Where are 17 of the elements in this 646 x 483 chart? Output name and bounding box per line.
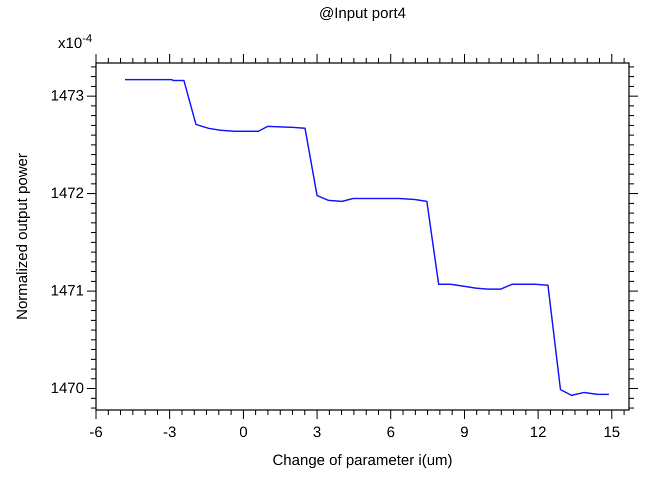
y-tick-label: 1473 [50,88,84,105]
y-tick-label: 1470 [50,380,84,398]
text: x10$^{-4}$ [58,33,92,52]
x-tick-label: 6 [386,424,395,441]
y-axis-title: Normalized output power [14,153,31,320]
x-tick-label: -6 [89,424,103,441]
x-tick-label: 15 [603,424,620,441]
x-tick-label: 9 [460,424,469,441]
x-tick-label: -3 [163,424,176,441]
x-tick-label: 3 [312,424,322,441]
x-tick-label: 12 [530,424,546,441]
chart-title: @Input port4 [319,5,406,22]
y-tick-label: 1471 [50,282,84,300]
x-tick-label: 0 [239,424,248,441]
line-series [124,78,610,396]
y-tick-label: 1472 [50,185,84,202]
x-axis-title: Change of parameter i(um) [272,452,453,469]
